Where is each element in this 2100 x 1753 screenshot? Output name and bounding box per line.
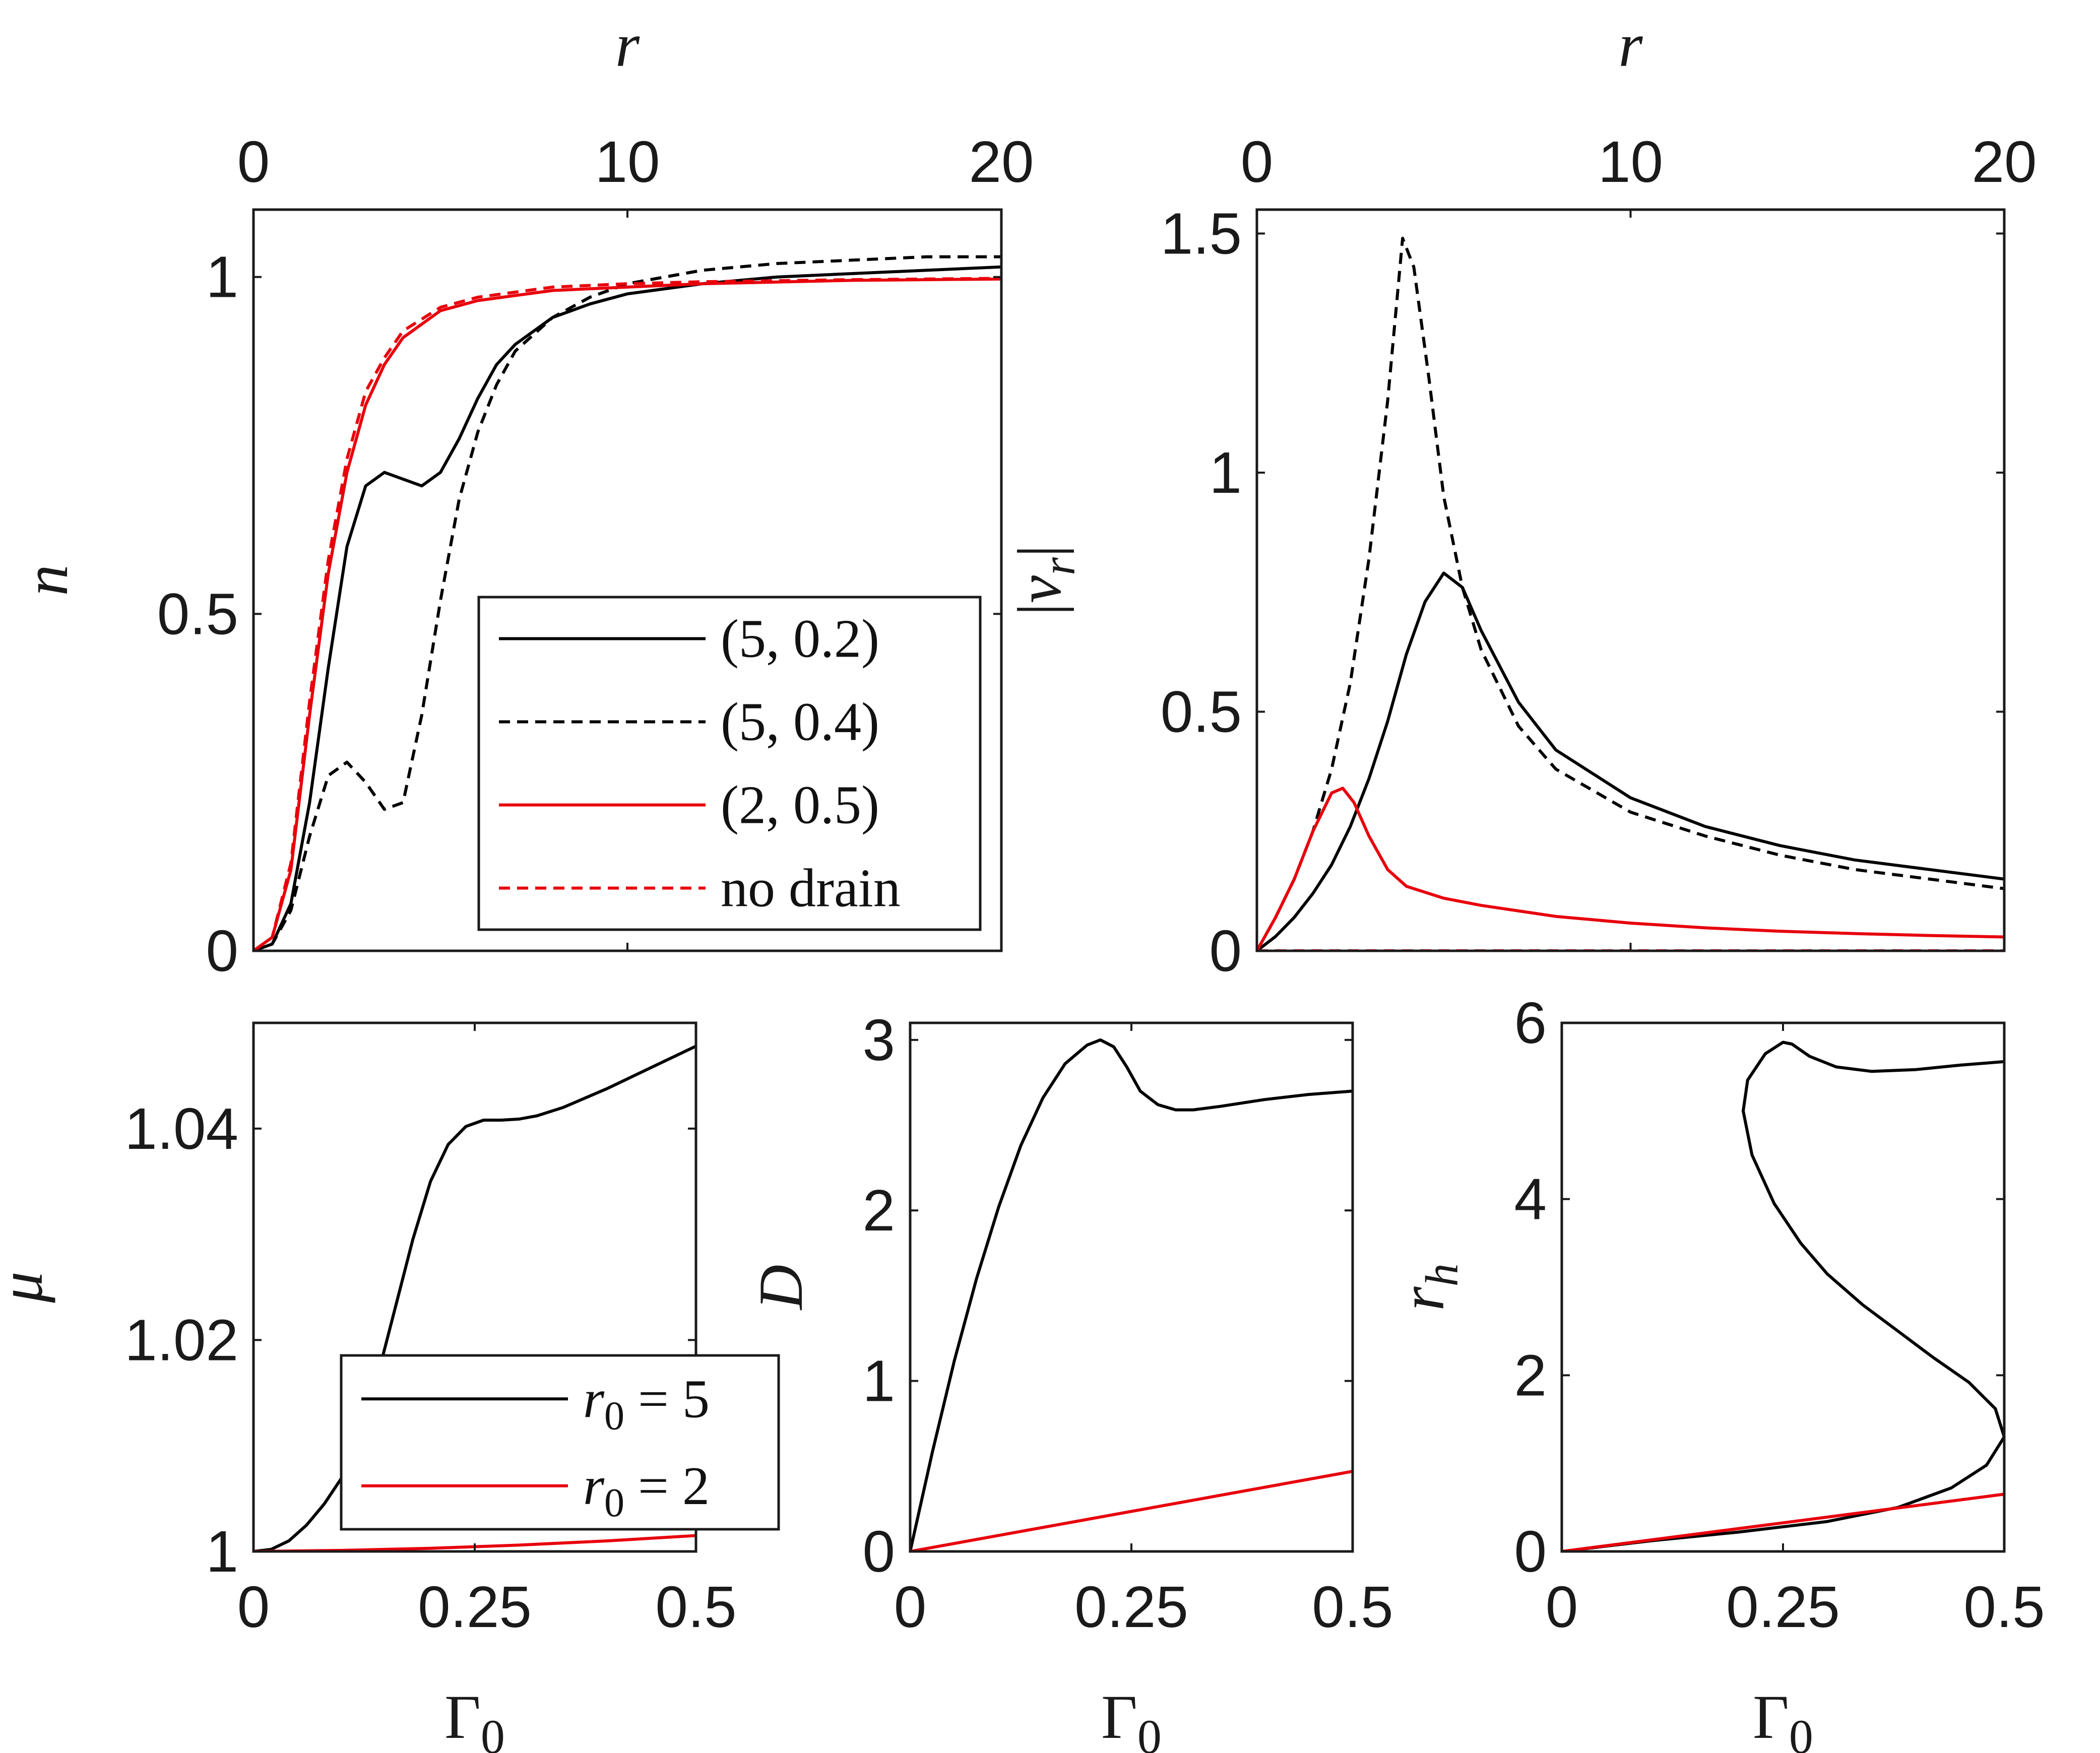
legend-box-mu (340, 1354, 780, 1531)
x-tick-label-rh-2: 0.5 (1963, 1574, 2045, 1640)
legend-label-n-3: no drain (721, 859, 901, 919)
x-axis-label-mu: Γ0 (444, 1682, 505, 1753)
y-axis-label-mu: μ (0, 1271, 55, 1303)
series-line-vr-2 (1257, 787, 2004, 951)
y-tick-label-mu-1: 1.02 (124, 1307, 238, 1373)
x-tick-label-vr-0: 0 (1241, 129, 1274, 194)
legend-n: (5, 0.2) (5, 0.4) (2, 0.5) no drain (477, 596, 982, 931)
legend-label-mu-0: r0 = 5 (583, 1369, 710, 1438)
x-tick-label-n-2: 20 (969, 129, 1034, 194)
y-tick-label-D-1: 1 (862, 1348, 895, 1414)
y-tick-label-n-0: 0 (206, 918, 238, 984)
y-tick-label-vr-1: 0.5 (1161, 679, 1242, 744)
x-tick-label-D-1: 0.25 (1074, 1574, 1188, 1640)
x-tick-label-mu-2: 0.5 (655, 1574, 736, 1640)
series-line-rh-1 (1562, 1492, 2004, 1551)
y-tick-label-D-3: 3 (862, 1007, 895, 1073)
series-line-mu-0 (253, 1045, 696, 1551)
x-tick-label-n-1: 10 (595, 129, 660, 194)
legend-mu: r0 = 5 r0 = 2 (340, 1354, 780, 1531)
y-tick-label-vr-2: 1 (1209, 440, 1242, 505)
y-axis-label-vr: |vr| (1005, 545, 1085, 616)
y-axis-label-rh: rh (1388, 1263, 1468, 1311)
legend-label-mu-1: r0 = 2 (583, 1456, 710, 1525)
y-tick-label-mu-2: 1.04 (124, 1096, 238, 1161)
x-tick-label-rh-0: 0 (1546, 1574, 1578, 1640)
x-tick-label-vr-1: 10 (1598, 129, 1663, 194)
x-axis-label-n: r (615, 11, 640, 80)
series-line-vr-1 (1257, 236, 2004, 951)
y-tick-label-n-1: 0.5 (157, 581, 238, 646)
y-tick-label-mu-0: 1 (206, 1519, 238, 1584)
panel-rh: 0 0.25 0.5 0 2 4 6 Γ0 rh (1388, 990, 2045, 1753)
series-line-vr-0 (1257, 571, 2004, 951)
panel-n: 0 10 20 0 0.5 1 r n (5, 0.2) (5, 0.4) (2, 0.5) no d… (12, 11, 1034, 984)
x-tick-label-D-0: 0 (894, 1574, 927, 1640)
y-tick-label-rh-3: 6 (1514, 990, 1547, 1056)
y-tick-label-vr-0: 0 (1209, 918, 1242, 984)
panel-D: 0 0.25 0.5 0 1 2 3 Γ0 D (746, 1007, 1393, 1753)
legend-box-n (477, 596, 982, 931)
x-tick-label-D-2: 0.5 (1312, 1574, 1393, 1640)
x-axis-label-vr: r (1618, 11, 1643, 80)
axes-frame-D (909, 1021, 1354, 1553)
y-tick-label-rh-1: 2 (1514, 1342, 1547, 1408)
x-axis-label-D: Γ0 (1101, 1682, 1162, 1753)
x-axis-label-rh: Γ0 (1753, 1682, 1813, 1753)
series-line-rh-0 (1562, 1041, 2004, 1551)
x-tick-label-rh-1: 0.25 (1726, 1574, 1840, 1640)
y-tick-label-rh-2: 4 (1514, 1166, 1547, 1232)
y-tick-label-rh-0: 0 (1514, 1519, 1547, 1584)
axes-frame-rh (1560, 1021, 2006, 1553)
x-tick-label-mu-0: 0 (237, 1574, 270, 1640)
y-tick-label-D-2: 2 (862, 1178, 895, 1243)
axes-frame-vr (1255, 208, 2006, 952)
y-tick-label-D-0: 0 (862, 1519, 895, 1584)
panel-vr: 0 10 20 0 0.5 1 1.5 r |vr| (1005, 11, 2037, 984)
x-tick-label-mu-1: 0.25 (418, 1574, 532, 1640)
y-axis-label-n: n (12, 565, 81, 596)
y-axis-label-D: D (746, 1265, 815, 1311)
series-line-D-0 (910, 1038, 1353, 1551)
series-line-D-1 (910, 1470, 1353, 1551)
series-line-n-1 (253, 255, 1001, 951)
legend-label-n-1: (5, 0.4) (721, 692, 879, 752)
legend-label-n-0: (5, 0.2) (721, 609, 879, 669)
y-tick-label-vr-3: 1.5 (1161, 201, 1242, 266)
panel-mu: 0 0.25 0.5 1 1.02 1.04 Γ0 μ r0 = 5 r0 = 2 (0, 1021, 780, 1753)
legend-label-n-2: (2, 0.5) (721, 775, 879, 835)
y-tick-label-n-2: 1 (206, 244, 238, 310)
x-tick-label-vr-2: 20 (1971, 129, 2037, 194)
x-tick-label-n-0: 0 (237, 129, 270, 194)
